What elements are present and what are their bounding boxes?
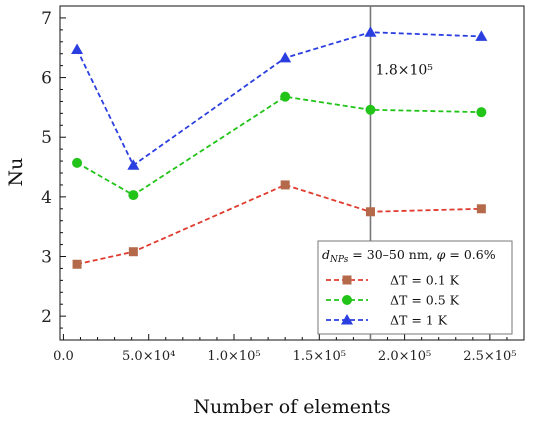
series-layer [71,26,488,269]
series-3 [71,26,488,170]
y-tick-label: 7 [41,9,52,29]
legend-marker [341,314,353,325]
data-point [475,30,488,41]
y-axis-ticks: 2 3 4 5 6 7 [41,5,66,341]
legend-entries: ΔT = 0.1 K ΔT = 0.5 K ΔT = 1 K [326,273,460,328]
legend-title: dNPs = 30–50 nm, φ = 0.6% [322,247,496,265]
x-tick-label: 5.0×10⁴ [122,349,175,364]
legend-marker [342,295,352,305]
data-point [128,247,138,257]
y-tick-label: 4 [41,188,52,208]
legend-box [317,240,513,335]
data-point [365,104,376,115]
reference-line-label: 1.8×10⁵ [375,63,433,79]
legend-label: ΔT = 1 K [390,313,448,328]
legend-label: ΔT = 0.1 K [390,273,460,288]
legend-entry: ΔT = 0.1 K [326,273,460,288]
data-point [128,190,139,201]
x-tick-label: 1.5×10⁵ [293,349,346,364]
data-point [127,159,140,170]
y-tick-label: 6 [41,69,52,89]
data-point [365,207,375,217]
data-point [71,43,84,55]
y-tick-label: 5 [41,128,52,148]
data-point [72,157,83,168]
data-point [72,259,82,269]
legend-label: ΔT = 0.5 K [390,293,460,308]
legend-entry: ΔT = 0.5 K [326,293,460,308]
data-point [476,107,487,118]
x-tick-label: 0.0 [53,349,74,364]
legend: dNPs = 30–50 nm, φ = 0.6% ΔT = 0.1 KΔT =… [317,240,513,335]
data-point [476,204,486,214]
series-line [76,95,482,197]
x-axis-label: Number of elements [193,396,390,418]
series-1 [72,180,486,269]
y-tick-label: 3 [41,248,52,268]
x-tick-label: 1.0×10⁵ [207,349,260,364]
y-axis-label: Nu [5,158,27,187]
x-tick-label: 2.5×10⁵ [463,349,516,364]
data-point [279,51,292,63]
legend-entry: ΔT = 1 K [326,313,448,328]
x-tick-label: 2.0×10⁵ [378,349,431,364]
data-point [280,91,291,102]
series-2 [72,91,487,201]
data-point [364,26,377,37]
y-tick-label: 2 [41,307,52,327]
data-point [280,180,290,190]
legend-marker [342,275,352,285]
